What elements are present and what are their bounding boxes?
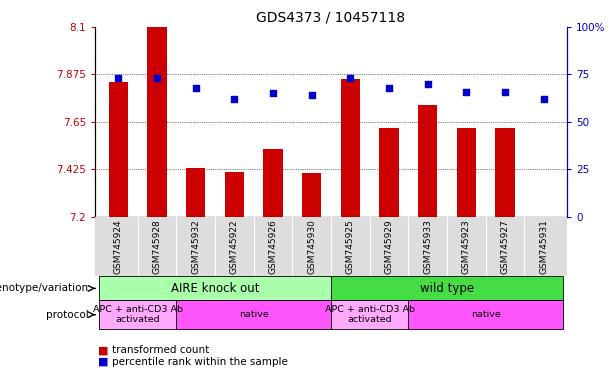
Text: GSM745923: GSM745923 [462, 219, 471, 274]
Text: native: native [239, 310, 268, 319]
Point [152, 75, 162, 81]
Text: GSM745929: GSM745929 [384, 219, 394, 274]
Bar [457, 128, 476, 217]
Point [229, 96, 239, 102]
Bar [379, 128, 398, 217]
Bar [224, 172, 244, 217]
Text: GSM745927: GSM745927 [501, 219, 509, 274]
Text: GSM745931: GSM745931 [539, 219, 548, 274]
Point [500, 88, 510, 94]
Text: wild type: wild type [420, 282, 474, 295]
Text: GSM745925: GSM745925 [346, 219, 355, 274]
Bar [99, 276, 331, 300]
Bar [331, 276, 563, 300]
Text: GSM745932: GSM745932 [191, 219, 200, 274]
Text: GSM745926: GSM745926 [268, 219, 278, 274]
Point [384, 84, 394, 91]
Text: transformed count: transformed count [112, 345, 210, 355]
Text: GSM745930: GSM745930 [307, 219, 316, 274]
Text: GSM745924: GSM745924 [114, 219, 123, 274]
Text: percentile rank within the sample: percentile rank within the sample [112, 357, 288, 367]
Point [539, 96, 549, 102]
Text: protocol: protocol [46, 310, 89, 320]
Point [423, 81, 433, 87]
Text: ■: ■ [98, 357, 109, 367]
Point [462, 88, 471, 94]
Bar [186, 168, 205, 217]
Point [113, 75, 123, 81]
Point [346, 75, 356, 81]
Bar [177, 300, 331, 329]
Text: GSM745922: GSM745922 [230, 219, 239, 274]
Bar [302, 172, 321, 217]
Text: APC + anti-CD3 Ab
activated: APC + anti-CD3 Ab activated [93, 305, 183, 324]
Point [306, 92, 316, 98]
Bar [495, 128, 515, 217]
Title: GDS4373 / 10457118: GDS4373 / 10457118 [256, 10, 406, 24]
Bar [341, 79, 360, 217]
Text: ■: ■ [98, 345, 109, 355]
Bar [264, 149, 283, 217]
Bar [408, 300, 563, 329]
Text: AIRE knock out: AIRE knock out [170, 282, 259, 295]
Bar [147, 27, 167, 217]
Text: genotype/variation: genotype/variation [0, 283, 89, 293]
Point [268, 90, 278, 96]
Bar [331, 300, 408, 329]
Text: native: native [471, 310, 501, 319]
Text: GSM745933: GSM745933 [423, 219, 432, 274]
Bar [109, 82, 128, 217]
Bar [418, 105, 438, 217]
Bar [99, 300, 177, 329]
Text: GSM745928: GSM745928 [153, 219, 161, 274]
Point [191, 84, 200, 91]
Text: APC + anti-CD3 Ab
activated: APC + anti-CD3 Ab activated [325, 305, 415, 324]
